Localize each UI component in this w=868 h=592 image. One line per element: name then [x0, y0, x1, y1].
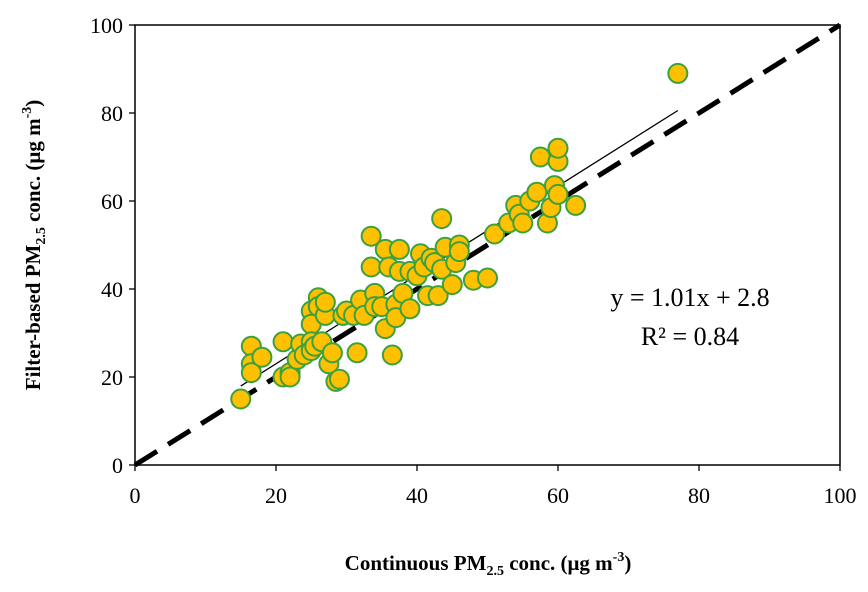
data-point	[381, 344, 403, 366]
data-point	[360, 256, 382, 278]
data-point	[512, 212, 534, 234]
y-axis-title: Filter-based PM2.5 conc. (μg m-3)	[20, 100, 49, 391]
y-tick-labels: 0 20 40 60 80 100	[90, 13, 123, 478]
one-to-one-dashed-line	[133, 22, 842, 468]
data-point	[321, 342, 343, 364]
data-point	[314, 291, 336, 313]
data-point	[360, 225, 382, 247]
data-point	[399, 298, 421, 320]
x-tick-label: 40	[406, 483, 428, 508]
x-tick-label: 20	[265, 483, 287, 508]
data-point	[565, 194, 587, 216]
data-point	[328, 368, 350, 390]
data-point	[230, 388, 252, 410]
y-tick-label: 100	[90, 13, 123, 38]
data-point	[477, 267, 498, 289]
x-tick-label: 80	[688, 483, 710, 508]
data-point	[240, 362, 262, 384]
data-point	[526, 181, 548, 203]
data-point	[441, 274, 463, 296]
y-tick-label: 0	[112, 453, 123, 478]
data-point	[431, 208, 453, 230]
data-point	[484, 223, 506, 245]
y-tick-label: 20	[101, 365, 123, 390]
data-point	[547, 183, 569, 205]
data-point	[388, 238, 410, 260]
data-point	[448, 241, 470, 263]
tick-marks	[129, 24, 841, 471]
data-point	[529, 146, 551, 168]
r-squared-label: R² = 0.84	[641, 322, 739, 351]
data-points	[230, 62, 689, 410]
y-tick-label: 40	[101, 277, 123, 302]
data-point	[547, 137, 569, 159]
x-tick-labels: 0 20 40 60 80 100	[130, 483, 857, 508]
y-tick-label: 80	[101, 101, 123, 126]
x-axis-title: Continuous PM2.5 conc. (μg m-3)	[345, 550, 632, 579]
data-point	[272, 331, 294, 353]
regression-equation: y = 1.01x + 2.8	[610, 283, 769, 312]
x-tick-label: 100	[824, 483, 857, 508]
x-tick-label: 60	[547, 483, 569, 508]
data-point	[427, 285, 449, 307]
data-point	[346, 342, 368, 364]
data-point	[251, 346, 273, 368]
data-point	[667, 62, 689, 84]
y-tick-label: 60	[101, 189, 123, 214]
data-point	[279, 366, 301, 388]
x-tick-label: 0	[130, 483, 141, 508]
